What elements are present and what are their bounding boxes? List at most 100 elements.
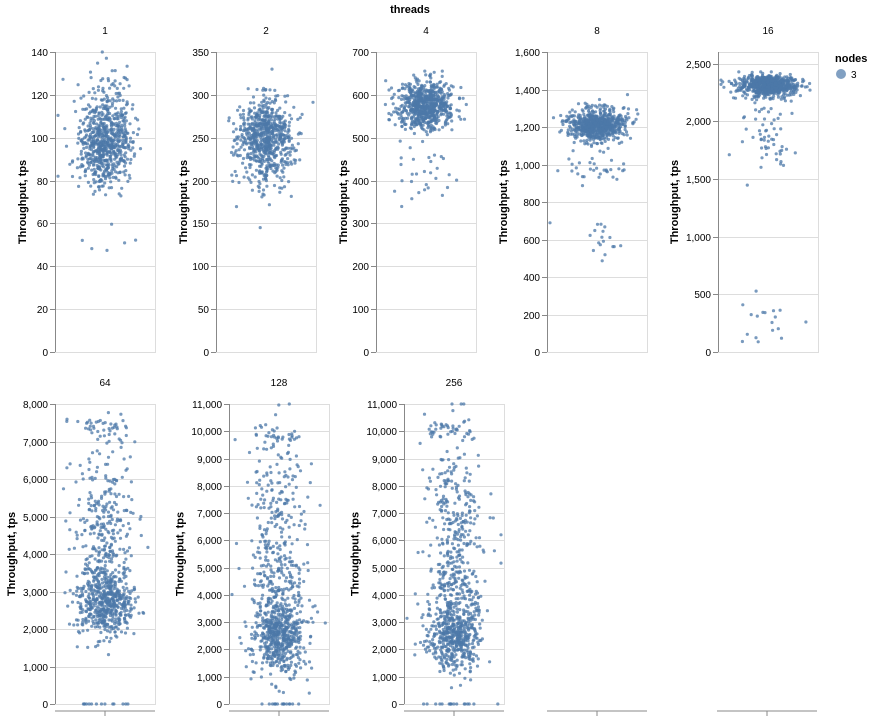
data-point bbox=[122, 509, 126, 513]
data-point bbox=[102, 515, 106, 519]
data-point bbox=[103, 181, 107, 185]
data-point bbox=[98, 625, 102, 629]
data-point bbox=[254, 621, 258, 625]
data-point bbox=[112, 117, 116, 121]
data-point bbox=[423, 188, 427, 192]
data-point bbox=[102, 618, 106, 622]
data-point bbox=[622, 168, 626, 172]
data-point bbox=[97, 161, 102, 165]
data-point bbox=[119, 630, 124, 634]
data-point bbox=[95, 130, 99, 134]
data-point bbox=[389, 86, 394, 90]
data-point bbox=[97, 503, 101, 507]
data-point bbox=[593, 104, 598, 108]
data-point bbox=[126, 144, 130, 148]
data-point bbox=[260, 667, 264, 671]
data-point bbox=[577, 113, 581, 117]
data-point bbox=[100, 494, 104, 498]
data-point bbox=[83, 117, 87, 121]
data-point bbox=[767, 74, 771, 78]
data-point bbox=[94, 420, 98, 424]
data-point bbox=[252, 101, 256, 105]
data-point bbox=[89, 421, 93, 425]
data-point bbox=[115, 427, 119, 431]
data-point bbox=[772, 142, 776, 147]
data-point bbox=[272, 143, 276, 147]
data-point bbox=[101, 89, 105, 93]
data-point bbox=[742, 90, 746, 94]
data-point bbox=[117, 570, 121, 574]
data-point bbox=[609, 168, 613, 172]
data-point bbox=[275, 133, 279, 137]
data-point bbox=[100, 612, 104, 616]
data-point bbox=[611, 175, 615, 179]
data-point bbox=[271, 136, 275, 140]
data-point bbox=[412, 100, 416, 104]
data-point bbox=[250, 188, 254, 192]
data-point bbox=[99, 158, 103, 162]
data-point bbox=[74, 618, 79, 622]
data-point bbox=[283, 129, 287, 133]
data-point bbox=[280, 143, 284, 147]
y-tick-label: 1,000 bbox=[197, 673, 222, 684]
data-point bbox=[96, 138, 100, 142]
data-point bbox=[113, 69, 117, 73]
data-point bbox=[599, 222, 603, 226]
y-tick-label: 200 bbox=[352, 262, 369, 273]
data-point bbox=[105, 104, 109, 108]
data-point bbox=[402, 106, 406, 110]
data-point bbox=[103, 564, 107, 568]
facet-title: 16 bbox=[762, 26, 774, 37]
data-point bbox=[755, 314, 759, 318]
data-point bbox=[592, 162, 596, 166]
data-point bbox=[298, 158, 302, 162]
data-point bbox=[117, 622, 121, 627]
data-point bbox=[778, 308, 782, 312]
data-point bbox=[579, 139, 583, 143]
data-point bbox=[106, 411, 110, 415]
y-tick-label: 1,000 bbox=[515, 161, 540, 172]
data-point bbox=[84, 133, 89, 137]
data-point bbox=[70, 160, 74, 164]
data-point bbox=[61, 77, 65, 81]
data-point bbox=[232, 122, 236, 126]
data-point bbox=[282, 185, 287, 189]
data-point bbox=[112, 127, 116, 131]
data-point bbox=[413, 86, 417, 90]
data-point bbox=[97, 185, 101, 189]
y-tick-label: 2,000 bbox=[23, 625, 48, 636]
data-point bbox=[246, 136, 250, 140]
data-point bbox=[276, 108, 280, 112]
data-point bbox=[776, 116, 780, 120]
facet-title: 1 bbox=[102, 26, 108, 37]
data-point bbox=[123, 616, 127, 621]
data-point bbox=[737, 70, 741, 74]
data-point bbox=[77, 503, 81, 507]
data-point bbox=[423, 69, 427, 73]
data-point bbox=[238, 113, 242, 117]
data-point bbox=[68, 528, 72, 532]
data-point bbox=[762, 135, 767, 139]
data-point bbox=[769, 96, 774, 100]
data-point bbox=[776, 93, 780, 97]
data-point bbox=[606, 119, 610, 123]
data-point bbox=[457, 96, 462, 100]
data-point bbox=[587, 124, 591, 128]
data-point bbox=[558, 130, 562, 134]
data-point bbox=[102, 171, 106, 175]
data-point bbox=[429, 123, 433, 127]
data-point bbox=[255, 111, 259, 115]
data-point bbox=[250, 122, 254, 127]
data-point bbox=[287, 139, 291, 143]
data-point bbox=[248, 109, 252, 113]
data-point bbox=[119, 107, 123, 111]
data-point bbox=[239, 145, 243, 149]
data-point bbox=[451, 85, 455, 89]
y-tick-label: 4,000 bbox=[23, 550, 48, 561]
data-point bbox=[118, 536, 123, 540]
data-point bbox=[85, 571, 90, 575]
data-point bbox=[423, 107, 427, 111]
data-point bbox=[599, 132, 603, 136]
data-point bbox=[106, 455, 111, 459]
data-point bbox=[63, 127, 67, 131]
